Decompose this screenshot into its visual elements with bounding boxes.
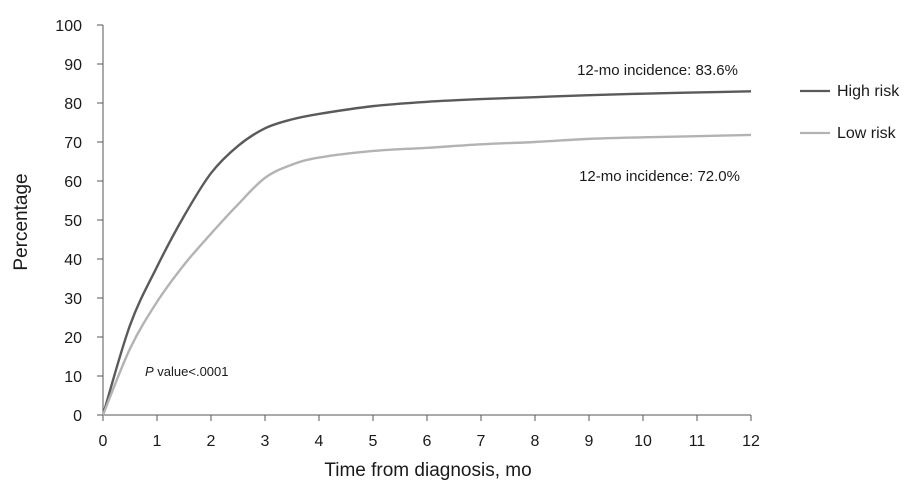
x-axis: 0 1 2 3 4 5 6 7 8 9 10 11 12 (99, 414, 760, 450)
series-lines (101, 90, 752, 416)
x-tick-label: 11 (689, 433, 706, 450)
legend-label-high-risk: High risk (837, 83, 900, 100)
x-tick-label: 1 (153, 433, 162, 450)
y-tick-label: 40 (64, 252, 82, 269)
y-tick-label: 90 (64, 57, 82, 74)
x-tick-label: 6 (423, 433, 432, 450)
p-value-symbol: P (145, 364, 154, 379)
x-tick-label: 9 (585, 433, 594, 450)
p-value-text: value<.0001 (154, 364, 229, 379)
y-axis: 0 10 20 30 40 50 60 70 80 90 100 (55, 18, 104, 425)
p-value-annotation: P value<.0001 (145, 364, 229, 379)
high-risk-incidence-annotation: 12-mo incidence: 83.6% (577, 62, 738, 79)
x-tick-label: 12 (742, 433, 760, 450)
x-tick-label: 0 (99, 433, 108, 450)
y-axis-title: Percentage (11, 173, 32, 270)
y-tick-label: 50 (64, 213, 82, 230)
x-tick-label: 8 (531, 433, 540, 450)
series-line-high-risk (101, 90, 752, 416)
y-tick-label: 70 (64, 135, 82, 152)
y-tick-label: 30 (64, 291, 82, 308)
x-tick-label: 4 (315, 433, 324, 450)
x-tick-label: 5 (369, 433, 378, 450)
y-tick-label: 0 (73, 408, 82, 425)
x-tick-label: 2 (207, 433, 216, 450)
legend: High risk Low risk (800, 83, 900, 142)
x-tick-label: 3 (261, 433, 270, 450)
y-tick-label: 10 (64, 369, 82, 386)
y-tick-label: 80 (64, 96, 82, 113)
y-tick-label: 20 (64, 330, 82, 347)
y-tick-label: 100 (55, 18, 82, 35)
x-tick-label: 7 (477, 433, 486, 450)
x-axis-title: Time from diagnosis, mo (324, 460, 531, 481)
y-tick-label: 60 (64, 174, 82, 191)
series-line-low-risk (101, 133, 752, 416)
x-tick-label: 10 (634, 433, 652, 450)
legend-label-low-risk: Low risk (837, 125, 897, 142)
low-risk-incidence-annotation: 12-mo incidence: 72.0% (579, 168, 740, 185)
